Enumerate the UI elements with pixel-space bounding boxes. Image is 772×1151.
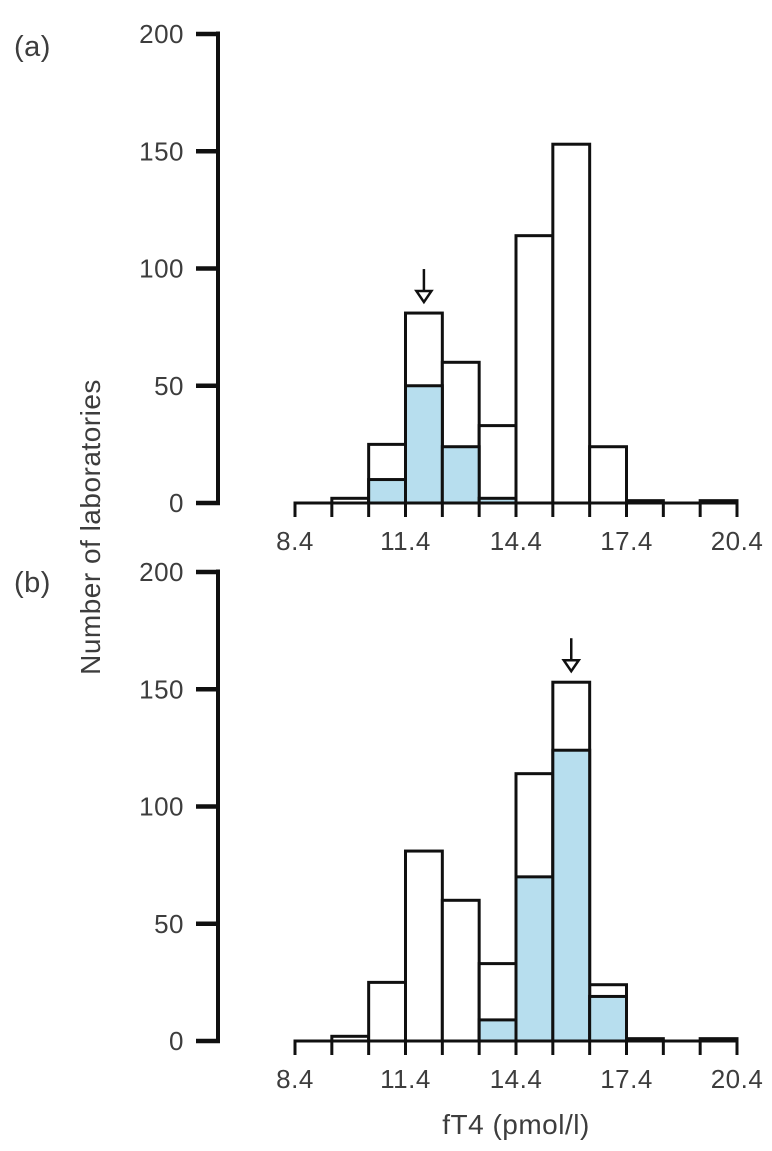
y-tick-label: 150 <box>139 136 184 166</box>
bar-all-labs <box>477 424 518 505</box>
bar-highlighted <box>477 1018 518 1043</box>
x-tick-label: 8.4 <box>276 1064 314 1094</box>
x-tick-label: 20.4 <box>711 1064 764 1094</box>
x-tick-label: 17.4 <box>600 526 653 556</box>
bar-all-labs <box>551 142 592 505</box>
arrow-marker <box>414 269 434 305</box>
x-tick-label: 14.4 <box>490 1064 543 1094</box>
panel-a-chart: 0 50 100 150 200 8.4 11.4 14.4 17.4 20.4 <box>139 19 763 556</box>
y-tick-label: 50 <box>154 371 184 401</box>
bar-all-labs <box>367 980 407 1043</box>
y-tick-label: 100 <box>139 792 184 822</box>
x-tick-label: 14.4 <box>490 526 543 556</box>
y-tick-label: 200 <box>139 19 184 49</box>
x-tick-label: 8.4 <box>276 526 314 556</box>
x-tick-label: 20.4 <box>711 526 764 556</box>
panel-b-label: (b) <box>14 567 51 599</box>
bar-highlighted <box>588 994 629 1043</box>
arrow-head <box>414 289 434 305</box>
y-tick-label: 50 <box>154 909 184 939</box>
bar-all-labs <box>625 499 665 505</box>
y-tick-label: 100 <box>139 254 184 284</box>
bar-highlighted <box>551 748 592 1043</box>
x-tick-label: 11.4 <box>380 526 431 556</box>
bar-all-labs <box>404 849 444 1043</box>
bar-all-labs <box>330 496 371 505</box>
arrow-marker <box>561 638 582 674</box>
panel-b-chart: 0 50 100 150 200 8.4 11.4 14.4 17.4 20.4 <box>139 557 763 1094</box>
bar-all-labs <box>330 1034 371 1043</box>
bar-all-labs <box>588 445 629 505</box>
y-tick-label: 200 <box>139 557 184 587</box>
bar-highlighted <box>367 478 407 505</box>
arrow-head <box>561 658 582 674</box>
y-axis-label: Number of laboratories <box>75 379 106 675</box>
bar-all-labs <box>698 1037 739 1043</box>
panel-a-label: (a) <box>14 31 51 63</box>
bar-highlighted <box>514 875 555 1043</box>
bar-highlighted <box>440 445 481 505</box>
y-tick-label: 0 <box>169 488 184 518</box>
bar-all-labs <box>514 234 555 505</box>
x-axis-label: fT4 (pmol/l) <box>442 1109 590 1140</box>
y-tick-label: 0 <box>169 1026 184 1056</box>
bar-all-labs <box>440 898 481 1043</box>
bar-all-labs <box>625 1037 665 1043</box>
bar-highlighted <box>404 384 444 505</box>
x-tick-label: 11.4 <box>380 1064 431 1094</box>
y-tick-label: 150 <box>139 674 184 704</box>
x-tick-label: 17.4 <box>600 1064 653 1094</box>
bar-all-labs <box>698 499 739 505</box>
bar-highlighted <box>477 496 518 505</box>
